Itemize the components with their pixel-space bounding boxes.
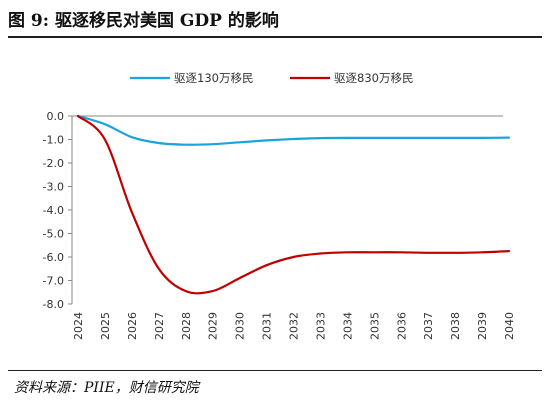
x-tick-label: 2026: [126, 312, 139, 340]
y-tick-label: -7.0: [43, 275, 64, 288]
y-tick-label: -2.0: [43, 157, 64, 170]
x-tick-label: 2040: [503, 312, 516, 340]
source-note: 资料来源：PIIE，财信研究院: [14, 380, 199, 396]
x-tick-label: 2035: [368, 312, 381, 340]
x-tick-label: 2024: [72, 312, 85, 340]
source-rule: [8, 370, 542, 371]
x-tick-label: 2032: [288, 312, 301, 340]
series-line-1: [76, 114, 511, 146]
x-tick-label: 2036: [395, 312, 408, 340]
x-tick-label: 2037: [422, 312, 435, 340]
x-tick-label: 2028: [180, 312, 193, 340]
x-tick-label: 2038: [449, 312, 462, 340]
x-tick-label: 2025: [99, 312, 112, 340]
series-line-2: [76, 114, 511, 295]
x-tick-label: 2039: [476, 312, 489, 340]
y-tick-label: -8.0: [43, 298, 64, 311]
x-tick-label: 2029: [207, 312, 220, 340]
x-tick-label: 2030: [234, 312, 247, 340]
chart-series: [76, 114, 511, 295]
y-tick-label: -1.0: [43, 134, 64, 147]
y-axis: 0.0 -1.0 -2.0 -3.0 -4.0 -5.0 -6.0 -7.0 -8.0: [43, 110, 73, 311]
figure-title: 图 9: 驱逐移民对美国 GDP 的影响: [8, 11, 279, 31]
y-tick-label: -5.0: [43, 228, 64, 241]
x-axis: 2024 2025 2026 2027 2028 2029 2030 2031 2032 2033…: [72, 115, 516, 340]
x-tick-label: 2033: [314, 312, 327, 340]
chart-legend: 驱逐130万移民 驱逐830万移民: [130, 71, 413, 85]
y-tick-label: -3.0: [43, 181, 64, 194]
x-tick-label: 2031: [261, 312, 274, 340]
title-rule: [8, 36, 542, 38]
y-tick-label: 0.0: [47, 110, 65, 123]
y-tick-label: -6.0: [43, 251, 64, 264]
x-tick-label: 2027: [153, 312, 166, 340]
legend-label-2: 驱逐830万移民: [334, 71, 413, 85]
y-tick-label: -4.0: [43, 204, 64, 217]
legend-label-1: 驱逐130万移民: [174, 71, 253, 85]
x-tick-label: 2034: [341, 312, 354, 340]
